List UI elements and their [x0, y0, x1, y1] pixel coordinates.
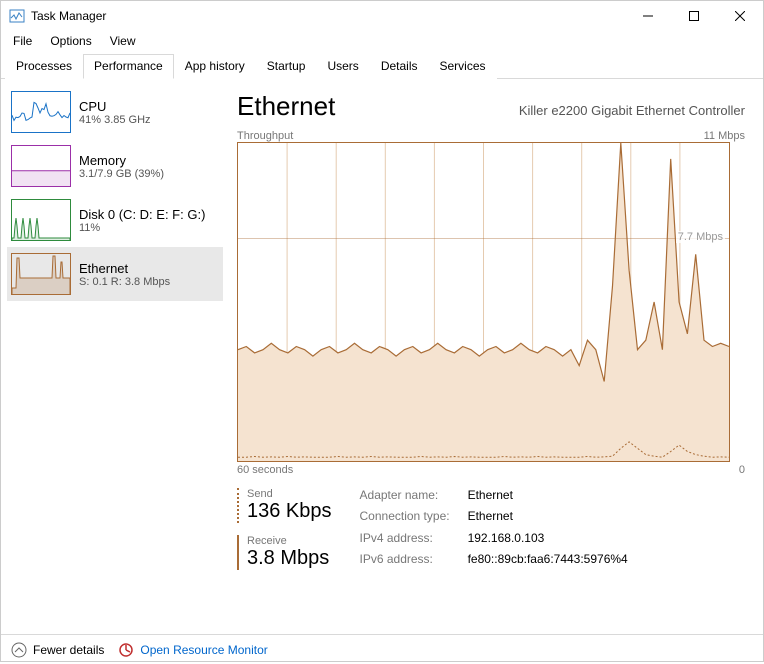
tab-app-history[interactable]: App history [174, 54, 256, 79]
receive-stat: Receive 3.8 Mbps [237, 535, 332, 570]
info-adapter-v: Ethernet [468, 488, 628, 506]
receive-value: 3.8 Mbps [247, 547, 332, 570]
chevron-up-circle-icon [11, 642, 27, 658]
resmon-icon [118, 642, 134, 658]
tab-services[interactable]: Services [429, 54, 497, 79]
info-ipv4-v: 192.168.0.103 [468, 531, 628, 549]
open-resmon-link[interactable]: Open Resource Monitor [118, 642, 267, 658]
taskmgr-icon [9, 8, 25, 24]
sidebar-item-title: Memory [79, 153, 164, 168]
send-label: Send [247, 488, 332, 500]
tab-users[interactable]: Users [316, 54, 369, 79]
footer: Fewer details Open Resource Monitor [1, 634, 763, 664]
adapter-name: Killer e2200 Gigabit Ethernet Controller [519, 103, 745, 118]
menu-options[interactable]: Options [42, 32, 99, 50]
send-value: 136 Kbps [247, 500, 332, 523]
info-adapter-k: Adapter name: [360, 488, 450, 506]
sidebar-item-title: Ethernet [79, 261, 170, 276]
close-button[interactable] [717, 1, 763, 31]
info-ipv6-k: IPv6 address: [360, 552, 450, 570]
sidebar-item-title: Disk 0 (C: D: E: F: G:) [79, 207, 205, 222]
window-title: Task Manager [31, 9, 106, 23]
send-stat: Send 136 Kbps [237, 488, 332, 523]
adapter-info: Adapter name: Ethernet Connection type: … [360, 488, 628, 570]
perf-main: Ethernet Killer e2200 Gigabit Ethernet C… [223, 79, 763, 634]
perf-sidebar: CPU41% 3.85 GHzMemory3.1/7.9 GB (39%)Dis… [1, 79, 223, 634]
chart-label-tl: Throughput [237, 130, 293, 142]
throughput-chart: 7.7 Mbps [237, 142, 730, 462]
sidebar-item-cpu[interactable]: CPU41% 3.85 GHz [7, 85, 223, 139]
menubar: File Options View [1, 31, 763, 51]
sparkline [11, 91, 71, 133]
sidebar-item-sub: 3.1/7.9 GB (39%) [79, 168, 164, 180]
receive-label: Receive [247, 535, 332, 547]
sidebar-item-title: CPU [79, 99, 151, 114]
main-title: Ethernet [237, 91, 335, 122]
tab-details[interactable]: Details [370, 54, 429, 79]
sidebar-item-memory[interactable]: Memory3.1/7.9 GB (39%) [7, 139, 223, 193]
content-area: CPU41% 3.85 GHzMemory3.1/7.9 GB (39%)Dis… [1, 79, 763, 634]
tab-processes[interactable]: Processes [5, 54, 83, 79]
sparkline [11, 199, 71, 241]
info-ipv6-v: fe80::89cb:faa6:7443:5976%4 [468, 552, 628, 570]
sidebar-item-sub: 41% 3.85 GHz [79, 114, 151, 126]
info-conn-v: Ethernet [468, 509, 628, 527]
tab-performance[interactable]: Performance [83, 54, 174, 79]
sidebar-item-sub: 11% [79, 222, 205, 234]
fewer-details-label: Fewer details [33, 643, 104, 657]
open-resmon-label: Open Resource Monitor [140, 643, 267, 657]
minimize-button[interactable] [625, 1, 671, 31]
sparkline [11, 145, 71, 187]
maximize-button[interactable] [671, 1, 717, 31]
chart-label-br: 0 [739, 464, 745, 476]
menu-file[interactable]: File [5, 32, 40, 50]
info-ipv4-k: IPv4 address: [360, 531, 450, 549]
tab-startup[interactable]: Startup [256, 54, 317, 79]
fewer-details-button[interactable]: Fewer details [11, 642, 104, 658]
sidebar-item-disk[interactable]: Disk 0 (C: D: E: F: G:)11% [7, 193, 223, 247]
sidebar-item-ethernet[interactable]: EthernetS: 0.1 R: 3.8 Mbps [7, 247, 223, 301]
titlebar: Task Manager [1, 1, 763, 31]
sidebar-item-sub: S: 0.1 R: 3.8 Mbps [79, 276, 170, 288]
tab-strip: Processes Performance App history Startu… [1, 53, 763, 79]
chart-label-tr: 11 Mbps [704, 130, 745, 142]
sparkline [11, 253, 71, 295]
chart-label-bl: 60 seconds [237, 464, 293, 476]
menu-view[interactable]: View [102, 32, 144, 50]
info-conn-k: Connection type: [360, 509, 450, 527]
